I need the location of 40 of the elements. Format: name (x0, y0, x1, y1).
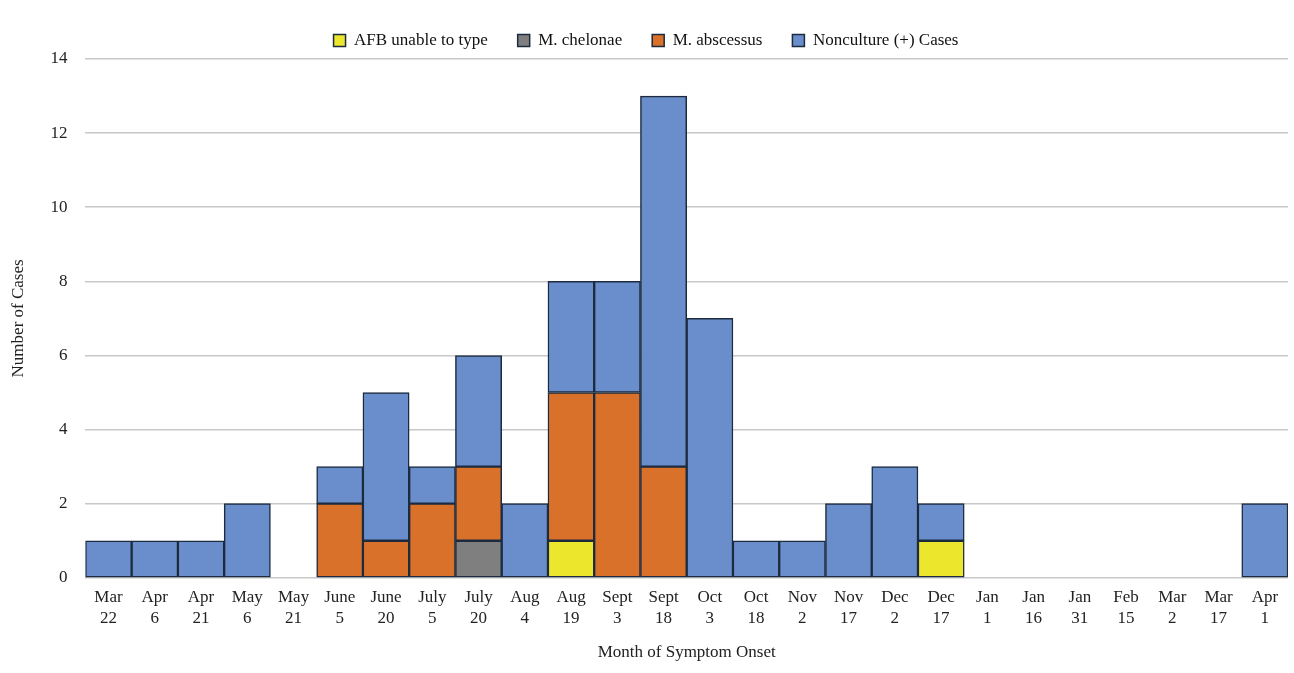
x-tick-label: Oct 18 (743, 587, 769, 627)
x-axis-title: Month of Symptom Onset (597, 642, 776, 662)
y-tick-label: 14 (50, 48, 68, 68)
x-tick-label: Jan 16 (1022, 587, 1046, 627)
legend-label: M. chelonae (538, 29, 623, 49)
x-tick-label: Feb 15 (1113, 587, 1139, 627)
x-tick-label: May 6 (231, 587, 264, 627)
x-tick-label: July 20 (464, 587, 494, 627)
x-tick-label: Apr 1 (1251, 587, 1279, 627)
x-tick-label: Dec 2 (881, 587, 909, 627)
x-tick-label: Oct 3 (697, 587, 723, 627)
y-tick-label: 0 (58, 567, 68, 587)
x-tick-label: Nov 2 (787, 587, 818, 627)
legend-label: AFB unable to type (354, 29, 488, 49)
x-tick-label: Nov 17 (833, 587, 864, 627)
legend-label: Nonculture (+) Cases (812, 29, 959, 49)
x-tick-label: July 5 (418, 587, 447, 627)
x-tick-label: Mar 22 (94, 587, 124, 627)
x-tick-label: Jan 31 (1068, 587, 1092, 627)
y-tick-label: 12 (50, 122, 68, 142)
legend-label: M. abscessus (672, 29, 763, 49)
x-tick-label: Dec 17 (927, 587, 956, 627)
x-tick-label: Aug 19 (556, 587, 587, 627)
x-tick-label: Aug 4 (510, 587, 540, 627)
x-tick-label: June 20 (370, 587, 402, 627)
x-tick-label: Apr 21 (187, 587, 215, 627)
y-tick-label: 8 (58, 270, 68, 290)
x-tick-label: June 5 (324, 587, 356, 627)
y-tick-label: 2 (58, 493, 68, 513)
x-tick-label: Mar 2 (1158, 587, 1187, 627)
y-tick-label: 4 (58, 419, 68, 439)
y-axis-title: Number of Cases (7, 259, 27, 378)
x-tick-label: Sept 3 (602, 587, 633, 627)
y-tick-label: 6 (58, 344, 68, 364)
x-tick-label: Apr 6 (141, 587, 169, 627)
x-tick-label: Sept 18 (648, 587, 679, 627)
x-tick-label: Jan 1 (976, 587, 1000, 627)
x-tick-label: May 21 (277, 587, 310, 627)
y-tick-label: 10 (50, 196, 68, 216)
x-tick-label: Mar 17 (1204, 587, 1234, 627)
